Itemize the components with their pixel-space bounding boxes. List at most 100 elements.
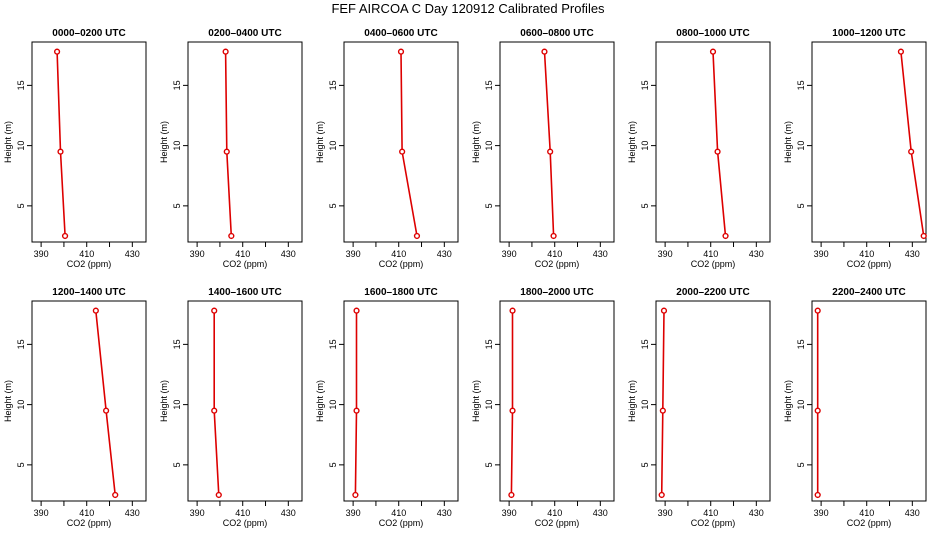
panel-3: 0600–0800 UTC 390 410 430 5 10 15 CO2 (ppm) Heig… [471, 28, 615, 269]
data-point [92, 307, 99, 314]
y-tick-label: 10 [172, 141, 182, 151]
x-tick-label: 390 [190, 508, 205, 518]
plot-frame [811, 300, 927, 502]
data-point [920, 232, 927, 240]
y-tick-label: 5 [484, 203, 494, 208]
y-tick-label: 10 [640, 400, 650, 410]
x-tick-label: 430 [281, 249, 296, 259]
panel-5: 1000–1200 UTC 390 410 430 5 10 15 CO2 (ppm) Heig… [783, 28, 927, 269]
x-tick-label: 390 [658, 508, 673, 518]
data-point [353, 307, 360, 314]
y-tick-label: 10 [328, 141, 338, 151]
data-point [541, 48, 548, 55]
plot-frame [655, 41, 771, 243]
x-tick-label: 430 [437, 508, 452, 518]
data-point [550, 232, 557, 240]
x-axis-label: CO2 (ppm) [535, 518, 580, 528]
y-tick-label: 5 [484, 462, 494, 467]
profile-line [900, 51, 925, 237]
y-tick-label: 5 [328, 203, 338, 208]
profile-line [510, 310, 514, 496]
panel-title: 1000–1200 UTC [832, 28, 905, 39]
data-point [397, 48, 405, 55]
x-tick-label: 410 [79, 508, 94, 518]
x-axis-label: CO2 (ppm) [847, 518, 892, 528]
y-axis-label: Height (m) [783, 380, 793, 422]
x-tick-label: 410 [79, 249, 94, 259]
panel-title: 0400–0600 UTC [364, 28, 437, 39]
profile-line [224, 51, 233, 237]
data-point [659, 407, 666, 414]
y-tick-label: 15 [16, 339, 26, 349]
data-point [658, 491, 665, 499]
plot-frame [187, 41, 303, 243]
profile-line [660, 310, 665, 496]
y-tick-label: 5 [640, 203, 650, 208]
y-axis-label: Height (m) [3, 380, 13, 422]
data-point [211, 307, 218, 314]
x-tick-label: 390 [190, 249, 205, 259]
plot-frame [655, 300, 771, 502]
x-tick-label: 410 [703, 249, 718, 259]
data-point [908, 148, 915, 155]
x-tick-label: 390 [814, 249, 829, 259]
panel-title: 0600–0800 UTC [520, 28, 593, 39]
data-point [509, 307, 516, 314]
y-axis-label: Height (m) [3, 121, 13, 163]
panel-0: 0000–0200 UTC 390 410 430 5 10 15 CO2 (ppm) Heig… [3, 28, 147, 269]
x-tick-label: 430 [905, 508, 920, 518]
y-tick-label: 10 [16, 141, 26, 151]
y-tick-label: 10 [484, 400, 494, 410]
data-point [112, 491, 119, 499]
x-axis-label: CO2 (ppm) [223, 259, 268, 269]
x-tick-label: 390 [502, 508, 517, 518]
x-axis-label: CO2 (ppm) [379, 259, 424, 269]
profile-line [213, 310, 220, 496]
x-axis-label: CO2 (ppm) [847, 259, 892, 269]
y-axis-label: Height (m) [627, 121, 637, 163]
data-point [399, 148, 406, 155]
x-tick-label: 410 [859, 249, 874, 259]
x-tick-label: 430 [905, 249, 920, 259]
data-point [722, 232, 729, 240]
panel-title: 2200–2400 UTC [832, 287, 905, 298]
y-tick-label: 15 [328, 80, 338, 90]
panel-title: 1200–1400 UTC [52, 287, 125, 298]
y-tick-label: 15 [484, 339, 494, 349]
x-tick-label: 410 [391, 249, 406, 259]
data-point [413, 232, 421, 240]
x-tick-label: 430 [125, 508, 140, 518]
y-tick-label: 15 [796, 339, 806, 349]
y-tick-label: 10 [484, 141, 494, 151]
panel-7: 1400–1600 UTC 390 410 430 5 10 15 CO2 (ppm) Heig… [159, 287, 303, 528]
x-tick-label: 430 [281, 508, 296, 518]
y-axis-label: Height (m) [627, 380, 637, 422]
data-point [714, 148, 721, 155]
y-axis-label: Height (m) [471, 380, 481, 422]
y-tick-label: 15 [796, 80, 806, 90]
profile-line [56, 51, 66, 237]
data-point [102, 407, 110, 414]
y-tick-label: 10 [796, 400, 806, 410]
x-tick-label: 390 [502, 249, 517, 259]
panel-1: 0200–0400 UTC 390 410 430 5 10 15 CO2 (ppm) Heig… [159, 28, 303, 269]
x-tick-label: 410 [703, 508, 718, 518]
x-tick-label: 430 [437, 249, 452, 259]
data-point [814, 407, 821, 414]
panel-title: 1600–1800 UTC [364, 287, 437, 298]
panel-6: 1200–1400 UTC 390 410 430 5 10 15 CO2 (ppm) Heig… [3, 287, 147, 528]
y-tick-label: 15 [172, 80, 182, 90]
y-tick-label: 10 [16, 400, 26, 410]
y-tick-label: 5 [16, 203, 26, 208]
data-point [660, 307, 668, 314]
plot-frame [499, 300, 615, 502]
profile-line [354, 310, 358, 496]
y-tick-label: 15 [16, 80, 26, 90]
y-axis-label: Height (m) [783, 121, 793, 163]
x-axis-label: CO2 (ppm) [691, 518, 736, 528]
data-point [228, 232, 235, 240]
x-tick-label: 410 [391, 508, 406, 518]
profile-line [712, 51, 727, 237]
y-axis-label: Height (m) [159, 121, 169, 163]
